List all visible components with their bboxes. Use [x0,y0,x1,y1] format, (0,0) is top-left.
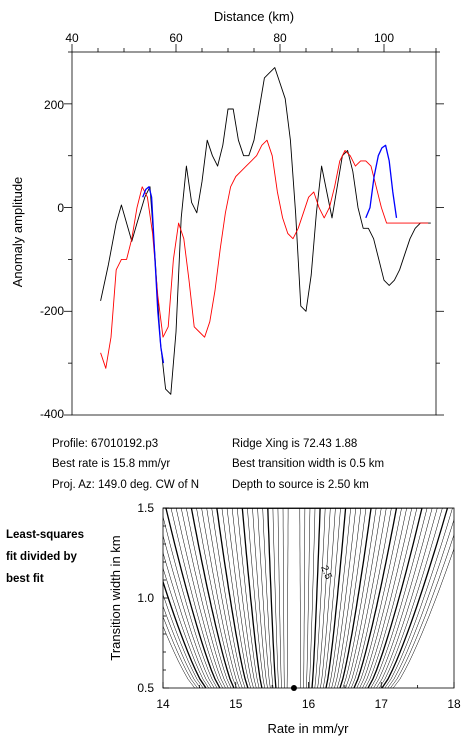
contour-line [221,508,367,688]
contour-line [186,508,402,688]
y-tick-label: -400 [40,407,64,421]
contour-line [163,508,449,688]
x-tick-label: 14 [156,697,170,711]
contour-line [262,508,326,688]
contour-line [236,508,351,688]
contour-label: 2.5 [318,564,334,581]
x-tick-label: 17 [375,697,389,711]
projection-azimuth-info: Proj. Az: 149.0 deg. CW of N [52,479,200,491]
profile-plot-ticks [64,44,444,416]
contour-line [163,508,454,688]
contour-lines [163,508,454,688]
contour-line [163,508,433,688]
y-axis-title-top: Anomaly amplitude [10,177,25,288]
x-axis-title-top: Distance (km) [214,9,294,24]
profile-plot-series [100,67,431,395]
contour-line [180,508,407,688]
contour-line [286,508,302,688]
contour-line [206,508,382,688]
contour-line [211,508,377,688]
contour-line [170,508,418,688]
contour-caption-line: Least-squares [6,529,84,541]
contour-line [277,508,311,688]
contour-caption-line: best fit [6,573,44,585]
ridge-crossing-info: Ridge Xing is 72.43 1.88 [232,438,358,450]
contour-line [163,508,443,688]
x-tick-label: 40 [65,31,79,45]
contour-line [163,508,438,688]
x-tick-label: 60 [169,31,183,45]
y-tick-label: 0.5 [137,681,154,695]
fit-segment-line [142,186,165,364]
best-fit-marker [290,685,297,691]
y-tick-label: -200 [40,304,64,318]
contour-line [272,508,316,688]
profile-plot-frame [71,51,437,416]
fit-segment-line [365,144,398,219]
y-tick-label: 1.5 [137,501,154,515]
y-tick-label: 1.0 [137,591,154,605]
contour-line [163,508,454,688]
x-axis-title-bottom: Rate in mm/yr [268,721,350,736]
contour-line [231,508,357,688]
profile-info: Profile: 67010192.p3 [52,438,159,450]
contour-line [247,508,341,688]
y-tick-label: 200 [44,98,64,112]
x-tick-label: 100 [374,31,394,45]
contour-line [201,508,387,688]
contour-line [241,508,347,688]
best-transition-width-info: Best transition width is 0.5 km [232,458,385,470]
contour-caption-line: fit divided by [6,551,77,563]
x-tick-label: 80 [273,31,287,45]
contour-line [267,508,321,688]
observed-profile-line [100,67,431,395]
contour-line [282,508,306,688]
contour-line [175,508,413,688]
x-tick-label: 18 [447,697,461,711]
contour-line [163,508,428,688]
x-tick-label: 16 [302,697,316,711]
model-profile-line [100,139,429,369]
x-tick-label: 15 [229,697,243,711]
contour-line [163,508,454,688]
contour-line [196,508,392,688]
contour-line [252,508,336,688]
y-axis-title-bottom: Transition width in km [108,535,123,660]
contour-line [216,508,372,688]
y-tick-label: 0 [57,201,64,215]
depth-to-source-info: Depth to source is 2.50 km [232,479,369,491]
contour-line [190,508,398,688]
contour-line [165,508,423,688]
best-rate-info: Best rate is 15.8 mm/yr [52,458,171,470]
contour-line [257,508,331,688]
contour-plot-ticks [162,507,455,689]
contour-line [163,508,453,688]
contour-caption: Least-squares fit divided by best fit [6,524,84,590]
contour-line [226,508,362,688]
